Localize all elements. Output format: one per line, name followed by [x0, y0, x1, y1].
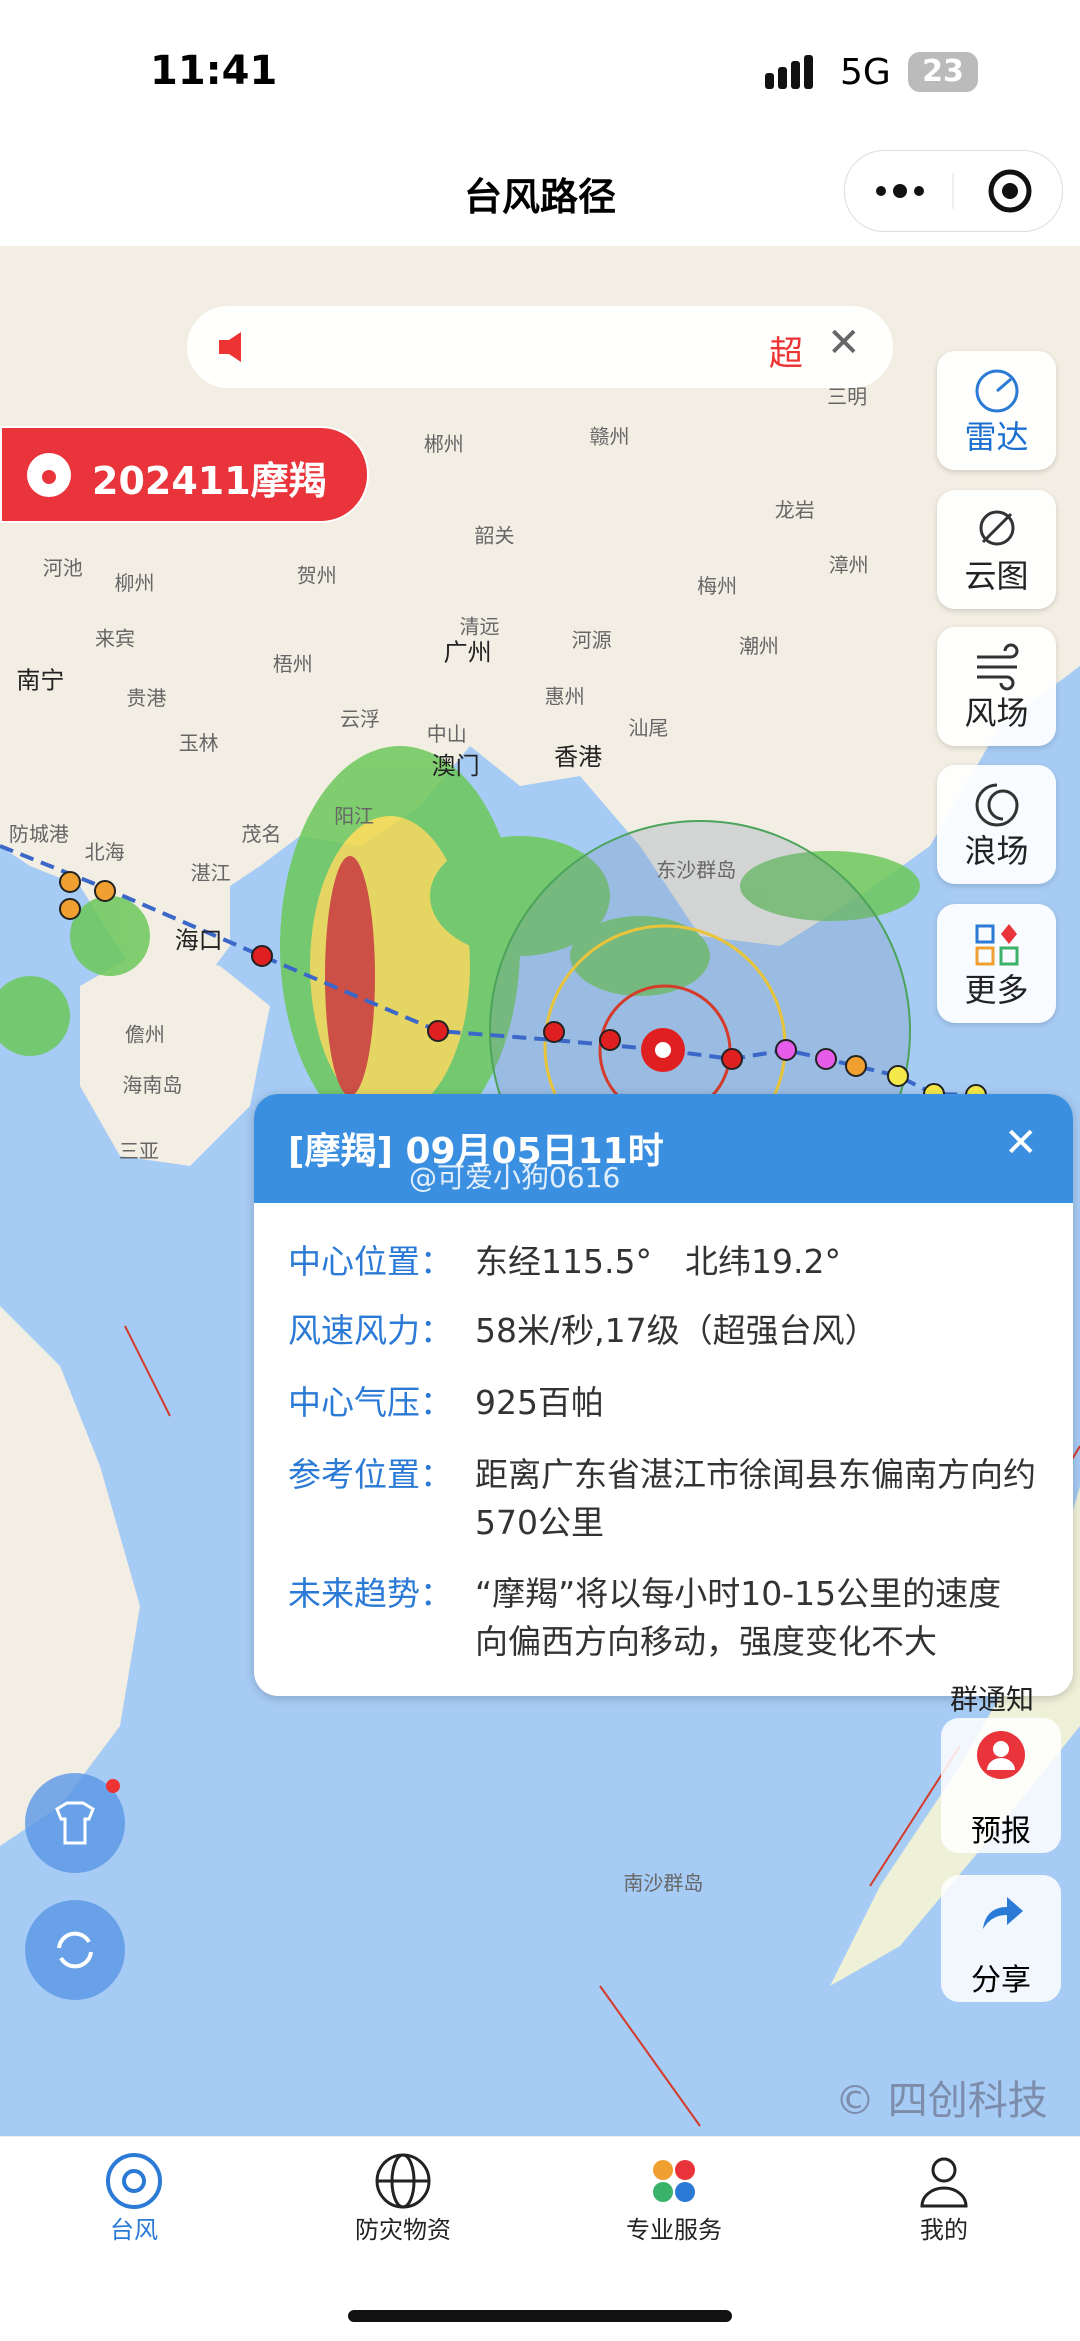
- top-area: [0, 0, 1080, 246]
- map-label: 南沙群岛: [623, 1871, 703, 1895]
- map-label: 香港: [554, 743, 602, 771]
- copyright: © 四创科技: [835, 2078, 1048, 2124]
- map-label: 海南岛: [122, 1073, 182, 1097]
- side-button[interactable]: 云图: [937, 490, 1056, 609]
- map-label: 三明: [827, 384, 867, 408]
- share-label: 分享: [971, 1963, 1031, 1998]
- map-label: 阳江: [334, 804, 374, 828]
- popup-header: [254, 1094, 1073, 1203]
- side-icon: [979, 510, 1015, 546]
- map-label: 郴州: [424, 432, 464, 456]
- forecast-button[interactable]: 预报: [941, 1718, 1061, 1853]
- time: 11:41: [150, 48, 278, 94]
- signal-icon: [765, 55, 813, 89]
- typhoon-popup: [摩羯] 09月05日11时 @可爱小狗0616 ✕: [254, 1094, 1073, 1696]
- map-label: 漳州: [829, 553, 869, 577]
- row-label: 中心位置：: [288, 1242, 453, 1281]
- side-button[interactable]: 风场: [937, 627, 1056, 746]
- map-label: 湛江: [191, 861, 231, 885]
- battery: 23: [908, 52, 978, 92]
- map-label: 贵港: [126, 686, 166, 710]
- tab-label[interactable]: 专业服务: [626, 2216, 722, 2244]
- map-label: 清远: [460, 614, 500, 638]
- notice-bar[interactable]: 超 ✕: [187, 306, 893, 388]
- row-label: 未来趋势：: [288, 1574, 453, 1613]
- row-label: 中心气压：: [288, 1383, 453, 1422]
- map-label: 韶关: [475, 523, 515, 547]
- tab-label[interactable]: 我的: [920, 2216, 968, 2244]
- close-icon[interactable]: ✕: [827, 320, 861, 366]
- map-label: 云浮: [340, 707, 380, 731]
- side-label: 风场: [964, 694, 1029, 732]
- typhoon-badge[interactable]: 202411摩羯: [0, 426, 369, 523]
- share-button[interactable]: 分享: [941, 1875, 1061, 2002]
- side-icon: [977, 643, 1019, 691]
- map-label: 南宁: [16, 667, 64, 695]
- info-row: 风速风力： 58米/秒,17级（超强台风）: [288, 1307, 1050, 1355]
- network: 5G: [840, 52, 891, 93]
- row-label: 参考位置：: [288, 1455, 453, 1494]
- map-label: 河源: [572, 628, 612, 652]
- side-icon: [975, 924, 1019, 966]
- map-label: 澳门: [432, 752, 480, 780]
- row-value: 距离广东省湛江市徐闻县东偏南方向约570公里: [475, 1455, 1036, 1542]
- map-label: 中山: [427, 722, 467, 746]
- badge-dot: [106, 1779, 120, 1793]
- map-label: 梧州: [273, 652, 313, 676]
- map-label: 北海: [85, 840, 125, 864]
- tab-label[interactable]: 台风: [110, 2216, 158, 2244]
- map-label: 东沙群岛: [656, 858, 736, 882]
- watermark: @可爱小狗0616: [409, 1161, 621, 1194]
- tab-bar: [0, 2136, 1080, 2341]
- map-label: 潮州: [739, 634, 779, 658]
- map-label: 梅州: [697, 574, 737, 598]
- row-value: 东经115.5° 北纬19.2°: [475, 1242, 841, 1281]
- page-title: 台风路径: [463, 175, 616, 219]
- map-label: 贺州: [297, 564, 337, 588]
- row-value: 925百帕: [475, 1383, 604, 1422]
- group-notice[interactable]: 群通知: [950, 1683, 1035, 1716]
- typhoon-name: 202411摩羯: [92, 459, 327, 503]
- map-label: 茂名: [241, 822, 281, 846]
- home-indicator: [348, 2310, 732, 2322]
- side-icon: [975, 783, 1019, 827]
- side-button[interactable]: 雷达: [937, 351, 1056, 470]
- map-label: 赣州: [590, 425, 630, 449]
- row-value: 58米/秒,17级（超强台风）: [475, 1311, 878, 1350]
- map-label: 汕尾: [628, 716, 668, 740]
- map-label: 柳州: [114, 571, 154, 595]
- row-label: 风速风力：: [288, 1311, 453, 1350]
- side-label: 浪场: [964, 832, 1029, 870]
- map-label: 河池: [43, 556, 83, 580]
- map-label: 儋州: [125, 1022, 165, 1046]
- info-row: 未来趋势： “摩羯”将以每小时10-15公里的速度向偏西方向移动，强度变化不大: [288, 1570, 1020, 1666]
- side-label: 雷达: [964, 418, 1029, 456]
- info-row: 中心位置： 东经115.5° 北纬19.2°: [288, 1238, 1050, 1286]
- info-row: 中心气压： 925百帕: [288, 1379, 1050, 1427]
- map-label: 龙岩: [775, 498, 815, 522]
- map-label: 三亚: [119, 1139, 159, 1163]
- map-label: 海口: [175, 927, 223, 955]
- tab-label[interactable]: 防灾物资: [355, 2216, 451, 2244]
- notice-text: 超: [769, 334, 803, 374]
- forecast-label: 预报: [971, 1814, 1031, 1849]
- side-label: 云图: [964, 557, 1029, 595]
- popup-title: [摩羯] 09月05日11时: [288, 1131, 664, 1172]
- capsule[interactable]: [844, 150, 1063, 232]
- popup-close[interactable]: ✕: [1004, 1120, 1038, 1166]
- side-button[interactable]: 浪场: [937, 765, 1056, 884]
- side-icon: [975, 369, 1019, 413]
- map-label: 来宾: [95, 626, 135, 650]
- info-row: 参考位置： 距离广东省湛江市徐闻县东偏南方向约570公里: [288, 1451, 1050, 1547]
- side-button[interactable]: 更多: [937, 904, 1056, 1023]
- tab-icons: [106, 2153, 968, 2209]
- map-label: 防城港: [9, 822, 69, 846]
- map-label: 广州: [444, 638, 492, 666]
- side-label: 更多: [964, 971, 1029, 1009]
- refresh-button[interactable]: [25, 1900, 125, 2000]
- row-value: “摩羯”将以每小时10-15公里的速度向偏西方向移动，强度变化不大: [475, 1574, 1002, 1661]
- map-label: 玉林: [179, 731, 219, 755]
- map-label: 惠州: [545, 685, 585, 709]
